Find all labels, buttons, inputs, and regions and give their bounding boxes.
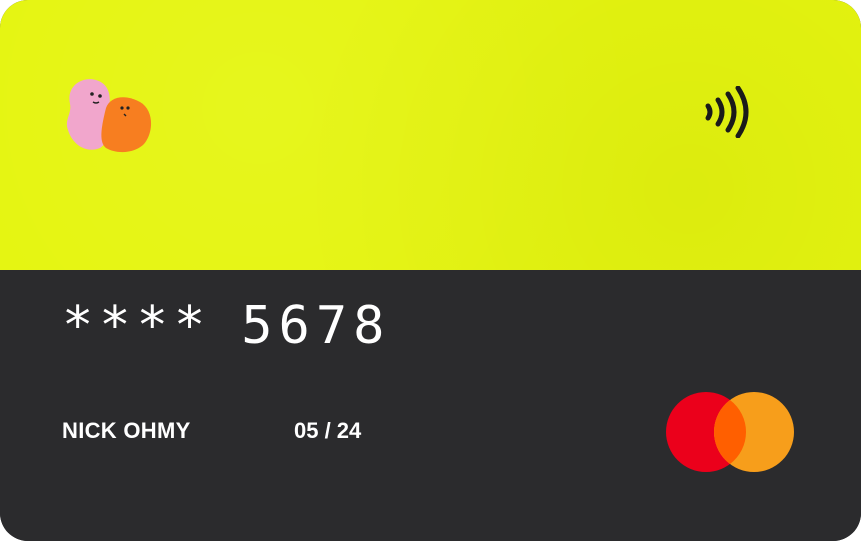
card-number-last-four: 5678 (241, 296, 391, 356)
contactless-icon (705, 86, 749, 138)
card-expiry: 05 / 24 (294, 418, 362, 443)
brand-logo-icon (66, 79, 152, 153)
mastercard-logo-icon (666, 392, 794, 472)
cardholder-name: NICK OHMY (62, 418, 191, 443)
card-number: **** 5678 (62, 296, 390, 356)
card-number-mask: **** (62, 296, 212, 356)
card-top-panel (0, 0, 861, 270)
